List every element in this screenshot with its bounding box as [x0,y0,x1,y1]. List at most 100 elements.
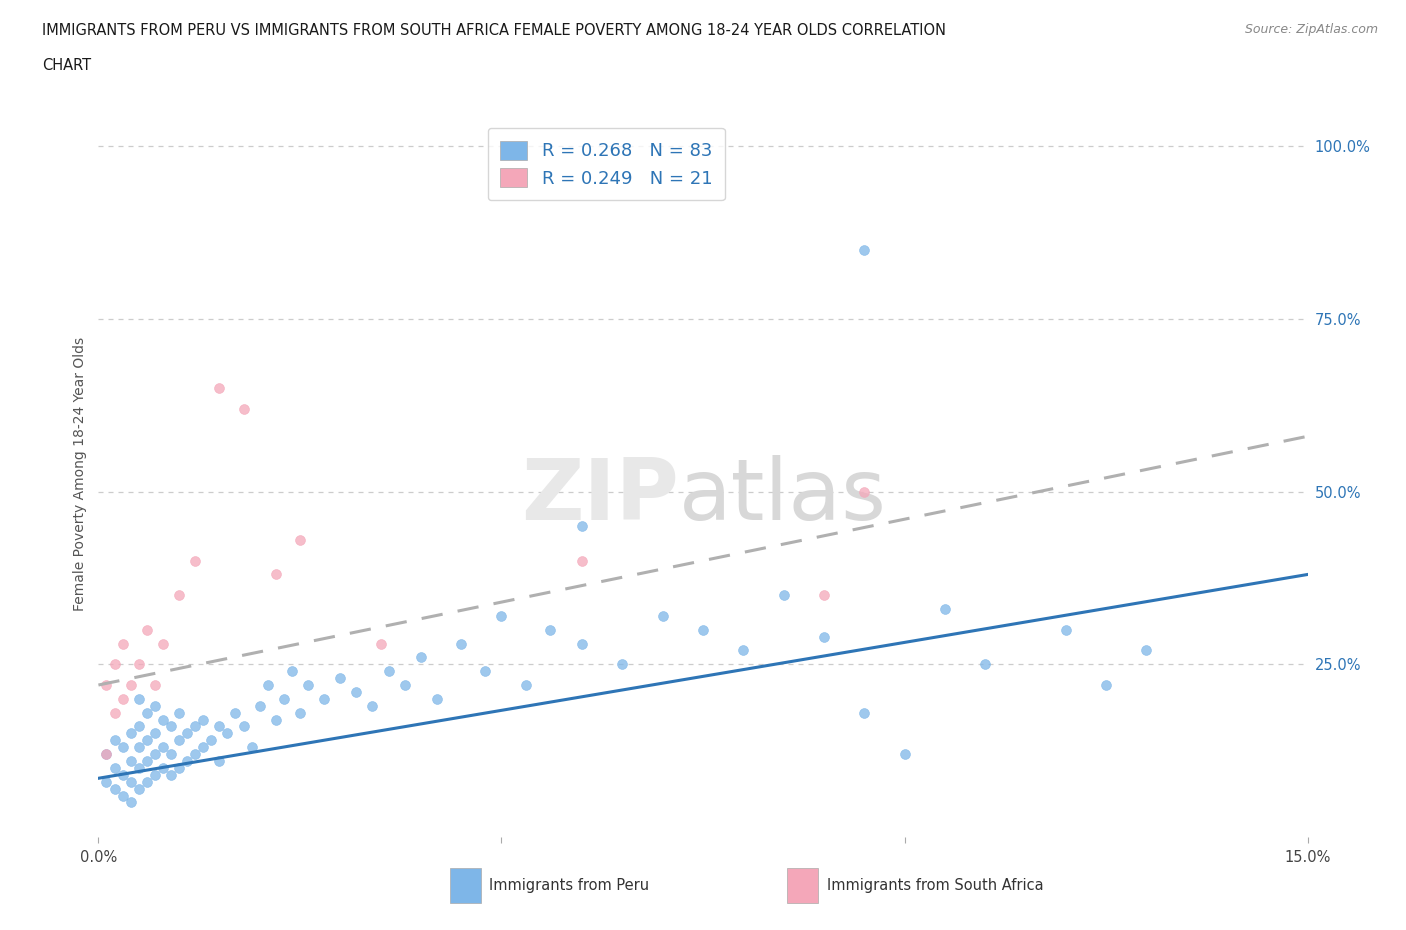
Text: IMMIGRANTS FROM PERU VS IMMIGRANTS FROM SOUTH AFRICA FEMALE POVERTY AMONG 18-24 : IMMIGRANTS FROM PERU VS IMMIGRANTS FROM … [42,23,946,38]
Point [152,761,174,776]
Point [143,767,166,782]
Text: Immigrants from South Africa: Immigrants from South Africa [827,878,1043,893]
Point [111,636,134,651]
Point [232,719,254,734]
Point [377,664,399,679]
Point [853,705,876,720]
Point [314,691,336,706]
Point [111,691,134,706]
Point [120,753,142,768]
Point [200,733,222,748]
Point [853,485,876,499]
Point [264,567,287,582]
Point [160,719,183,734]
Point [135,775,157,790]
Text: atlas: atlas [679,455,887,538]
Point [208,719,231,734]
Point [193,739,215,754]
Point [193,712,215,727]
Point [426,691,449,706]
Point [143,726,166,741]
Point [208,753,231,768]
Point [217,726,239,741]
Point [249,698,271,713]
Point [135,705,157,720]
Text: Immigrants from Peru: Immigrants from Peru [489,878,650,893]
Point [128,719,150,734]
Point [135,753,157,768]
Point [264,712,287,727]
Point [103,657,125,671]
Point [128,657,150,671]
Point [120,726,142,741]
Point [176,753,198,768]
Bar [787,868,818,903]
Point [474,664,496,679]
Point [96,678,118,693]
Point [224,705,246,720]
Point [160,747,183,762]
Point [184,747,207,762]
Point [167,733,190,748]
Point [240,739,263,754]
Point [103,761,125,776]
Point [1095,678,1118,693]
Point [152,636,174,651]
Point [167,705,190,720]
Point [571,519,593,534]
Point [120,775,142,790]
Point [111,739,134,754]
Point [853,243,876,258]
Point [120,678,142,693]
Point [111,788,134,803]
Point [571,636,593,651]
Point [167,588,190,603]
Point [167,761,190,776]
Point [297,678,319,693]
Point [96,747,118,762]
Point [152,712,174,727]
Point [135,622,157,637]
Point [176,726,198,741]
Point [491,608,513,623]
Point [538,622,561,637]
Point [692,622,714,637]
Point [103,705,125,720]
Point [288,533,311,548]
Point [344,684,367,699]
Point [111,767,134,782]
Point [370,636,392,651]
Point [409,650,432,665]
Point [232,401,254,416]
Text: ZIP: ZIP [522,455,679,538]
Point [128,781,150,796]
Point [135,733,157,748]
Text: CHART: CHART [42,58,91,73]
Point [128,761,150,776]
Point [96,775,118,790]
Point [974,657,997,671]
Point [160,767,183,782]
Text: Source: ZipAtlas.com: Source: ZipAtlas.com [1244,23,1378,36]
Bar [450,868,481,903]
Point [515,678,537,693]
Point [128,691,150,706]
Point [143,678,166,693]
Point [103,781,125,796]
Point [612,657,634,671]
Point [651,608,673,623]
Legend: R = 0.268   N = 83, R = 0.249   N = 21: R = 0.268 N = 83, R = 0.249 N = 21 [488,128,725,200]
Point [208,380,231,395]
Point [934,602,956,617]
Y-axis label: Female Poverty Among 18-24 Year Olds: Female Poverty Among 18-24 Year Olds [73,338,87,611]
Point [256,678,278,693]
Point [571,553,593,568]
Point [733,643,755,658]
Point [450,636,472,651]
Point [96,747,118,762]
Point [394,678,416,693]
Point [273,691,295,706]
Point [281,664,304,679]
Point [143,747,166,762]
Point [143,698,166,713]
